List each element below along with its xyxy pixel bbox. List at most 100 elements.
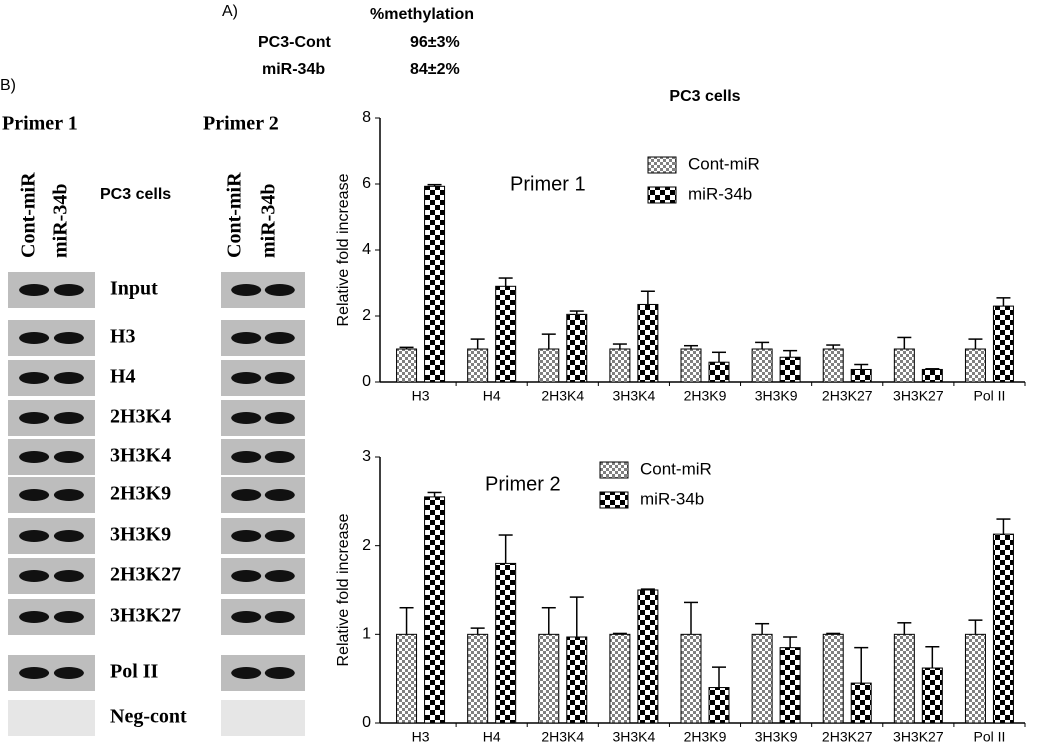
- error-bar: [897, 336, 912, 349]
- error-bar: [712, 351, 726, 363]
- gel-band: [53, 412, 84, 424]
- gel-band: [19, 372, 50, 384]
- error-bar: [399, 346, 414, 349]
- y-tick-label: 0: [362, 373, 371, 390]
- bar: [566, 313, 588, 383]
- x-tick-label: 3H3K27: [893, 388, 944, 404]
- row-label: 3H3K27: [110, 605, 181, 627]
- row-label: Neg-cont: [110, 706, 187, 728]
- error-bar: [541, 606, 556, 635]
- bar: [893, 633, 915, 724]
- y-tick-label: 3: [362, 448, 371, 465]
- gel-band: [53, 284, 84, 296]
- table-header: %methylation: [370, 6, 474, 23]
- bar: [779, 647, 801, 724]
- x-tick-label: 3H3K4: [612, 388, 655, 404]
- bar: [850, 368, 872, 383]
- gel-band: [264, 451, 295, 463]
- bar: [495, 285, 517, 383]
- error-bar: [612, 632, 627, 635]
- x-tick-label: 2H3K27: [822, 729, 873, 745]
- gel-band: [19, 451, 50, 463]
- bar: [424, 496, 446, 724]
- primer-label: Primer 2: [203, 113, 279, 135]
- error-bar: [569, 310, 584, 315]
- error-bar: [640, 588, 655, 590]
- bar: [992, 305, 1014, 383]
- y-axis-label: Relative fold increase: [335, 173, 352, 326]
- gel-band: [231, 451, 262, 463]
- panel-label: B): [0, 77, 16, 94]
- bar: [964, 633, 986, 724]
- bar: [680, 348, 702, 383]
- gel-box: [221, 700, 305, 736]
- gel-band: [264, 667, 295, 679]
- legend-swatch: [599, 461, 629, 479]
- table-cell: 84±2%: [410, 61, 460, 78]
- bar: [751, 348, 773, 383]
- error-bar: [996, 518, 1011, 535]
- x-tick-label: Pol II: [973, 388, 1005, 404]
- gel-band: [231, 530, 262, 542]
- row-label: 3H3K9: [110, 524, 171, 546]
- row-label: Pol II: [110, 661, 159, 683]
- lane-label: miR-34b: [50, 184, 72, 258]
- gel-band: [264, 530, 295, 542]
- gel-band: [231, 667, 262, 679]
- x-tick-label: 3H3K9: [755, 388, 798, 404]
- error-bar: [826, 632, 841, 635]
- error-bar: [755, 341, 770, 349]
- lane-label: Cont-miR: [18, 172, 40, 258]
- legend-swatch: [647, 186, 677, 204]
- annotation: Primer 2: [485, 473, 561, 495]
- gel-box: [8, 700, 95, 736]
- x-tick-label: 2H3K9: [684, 388, 727, 404]
- gel-band: [264, 570, 295, 582]
- gel-band: [19, 667, 50, 679]
- bar: [396, 348, 418, 383]
- gel-band: [231, 284, 262, 296]
- gel-band: [231, 372, 262, 384]
- gel-band: [231, 489, 262, 501]
- error-bar: [541, 333, 556, 349]
- bar: [921, 368, 943, 383]
- x-tick-label: 3H3K4: [612, 729, 655, 745]
- gel-band: [231, 611, 262, 623]
- bar: [538, 348, 560, 383]
- error-bar: [640, 290, 655, 305]
- gel-band: [264, 611, 295, 623]
- gel-band: [53, 332, 84, 344]
- bar: [779, 356, 801, 383]
- gel-band: [53, 611, 84, 623]
- bar: [396, 633, 418, 724]
- error-bar: [470, 627, 485, 635]
- x-tick-label: Pol II: [973, 729, 1005, 745]
- bar: [609, 633, 631, 724]
- gel-band: [264, 372, 295, 384]
- bar: [467, 348, 489, 383]
- row-label: Input: [110, 278, 158, 300]
- x-tick-label: 2H3K9: [684, 729, 727, 745]
- table-cell: 96±3%: [410, 34, 460, 51]
- bar: [708, 687, 730, 724]
- legend-label: Cont-miR: [640, 459, 712, 478]
- legend-swatch: [647, 156, 677, 174]
- error-bar: [498, 534, 513, 564]
- x-tick-label: 3H3K9: [755, 729, 798, 745]
- gel-band: [53, 570, 84, 582]
- gel-band: [53, 530, 84, 542]
- bar: [822, 633, 844, 724]
- gel-band: [264, 332, 295, 344]
- annotation: Primer 1: [510, 173, 586, 195]
- panel-label: A): [222, 3, 238, 20]
- error-bar: [569, 596, 584, 637]
- x-tick-label: 2H3K4: [541, 729, 584, 745]
- bar: [708, 361, 730, 383]
- bar: [822, 348, 844, 383]
- bar: [964, 348, 986, 383]
- error-bar: [498, 277, 513, 287]
- gel-band: [264, 284, 295, 296]
- y-tick-label: 8: [362, 109, 371, 126]
- error-bar: [470, 338, 485, 349]
